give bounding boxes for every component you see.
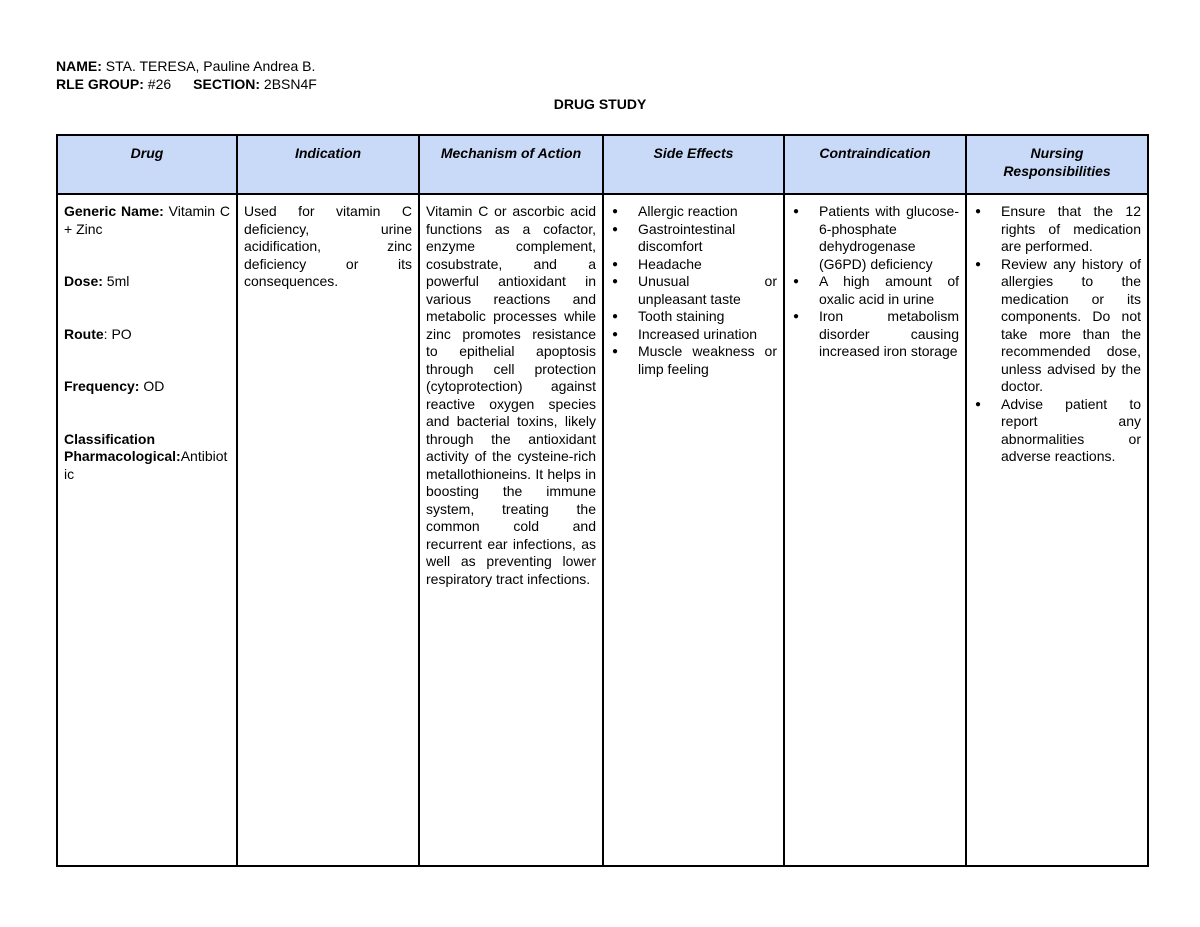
route: Route: PO (64, 325, 132, 342)
table-row: Generic Name: Vitamin C + Zinc Dose: 5ml… (56, 193, 1149, 867)
column-header: Indication (236, 134, 420, 195)
column-header: Contraindication (783, 134, 967, 195)
side-effect-item: Unusual or unpleasant taste (612, 273, 777, 308)
column-header: Nursing Responsibilities (965, 134, 1149, 195)
contraindication-item: A high amount of oxalic acid in urine (793, 273, 959, 308)
generic-name: Generic Name: Vitamin C + Zinc (64, 203, 230, 237)
nursing-item: Ensure that the 12 rights of medication … (975, 203, 1141, 256)
nursing-cell: Ensure that the 12 rights of medication … (965, 193, 1149, 867)
contraindication-item: Iron metabolism disorder causing increas… (793, 308, 959, 361)
side-effect-item: Allergic reaction (612, 203, 777, 221)
nursing-item: Review any history of allergies to the m… (975, 256, 1141, 396)
column-header: Mechanism of Action (418, 134, 604, 195)
contraindication-item: Patients with glucose-6-phos­phate dehyd… (793, 203, 959, 273)
classification: Classification Pharmacological:Antibiotic (64, 430, 228, 482)
side-effect-item: Increased urination (612, 326, 777, 344)
side-effect-item: Headache (612, 256, 777, 274)
column-header: Drug (56, 134, 238, 195)
side-effect-item: Muscle weakness or limp feeling (612, 343, 777, 378)
frequency: Frequency: OD (64, 378, 165, 394)
side-effect-item: Gastrointestinal discomfort (612, 221, 777, 256)
contraindication-cell: Patients with glucose-6-phos­phate dehyd… (783, 193, 967, 867)
mechanism-cell: Vitamin C or ascorbic acid functions as … (418, 193, 604, 867)
drug-cell: Generic Name: Vitamin C + Zinc Dose: 5ml… (56, 193, 238, 867)
dose: Dose: 5ml (64, 273, 130, 289)
student-name: NAME: STA. TERESA, Pauline Andrea B. (56, 58, 316, 74)
table-header-row: Drug Indication Mechanism of Action Side… (56, 134, 1149, 195)
side-effects-cell: Allergic reactionGastrointestinal discom… (602, 193, 785, 867)
column-header: Side Effects (602, 134, 785, 195)
group-section: RLE GROUP: #26 SECTION: 2BSN4F (56, 76, 317, 92)
indication-cell: Used for vitamin C deficiency, urine aci… (236, 193, 420, 867)
nursing-item: Advise patient to report any abnormaliti… (975, 396, 1141, 466)
side-effect-item: Tooth staining (612, 308, 777, 326)
document-title: DRUG STUDY (553, 96, 647, 112)
drug-study-table: Drug Indication Mechanism of Action Side… (56, 134, 1149, 867)
